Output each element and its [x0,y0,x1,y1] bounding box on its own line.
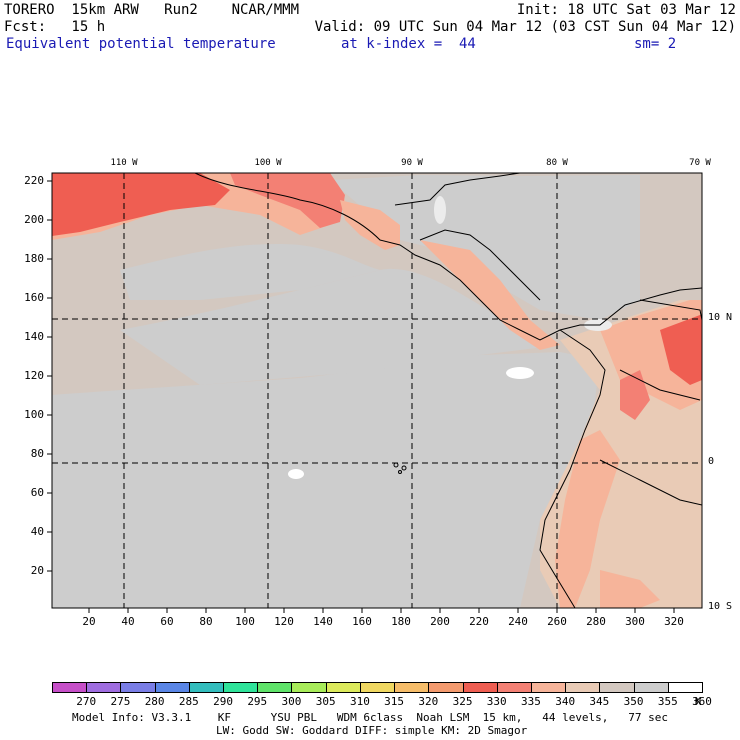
colorbar-swatch [496,682,532,693]
x-tick: 20 [82,615,96,628]
lon-label-90w: 90 W [401,158,423,168]
lon-label-100w: 100 W [254,158,282,168]
colorbar-label: 325 [452,695,473,708]
colorbar-label: 315 [384,695,405,708]
equivalent-potential-temperature-field [52,173,702,608]
colorbar-label: 280 [144,695,165,708]
x-tick: 220 [469,615,489,628]
model-title: TORERO 15km ARW Run2 NCAR/MMM [4,2,300,18]
x-tick: 240 [508,615,528,628]
x-tick: 260 [547,615,567,628]
y-tick: 160 [24,291,44,304]
colorbar-swatch [120,682,156,693]
colorbar-label: 305 [315,695,336,708]
lon-label-110w: 110 W [110,158,138,168]
colorbar-swatch [257,682,293,693]
colorbar-swatch [667,682,703,693]
x-tick: 200 [430,615,450,628]
colorbar-swatch [462,682,498,693]
x-tick: 80 [199,615,213,628]
y-tick: 180 [24,252,44,265]
y-tick: 60 [30,486,44,499]
x-tick: 320 [664,615,684,628]
x-tick: 100 [235,615,255,628]
lon-label-80w: 80 W [546,158,568,168]
y-tick: 80 [30,447,44,460]
axis-ticks [47,180,675,613]
colorbar-swatch [565,682,601,693]
colorbar-label: 300 [281,695,302,708]
colorbar-label: 320 [418,695,439,708]
y-tick: 140 [24,330,44,343]
colorbar-label: 335 [521,695,541,708]
x-tick: 120 [274,615,294,628]
colorbar-label: 285 [178,695,199,708]
colorbar-unit: K [694,695,702,708]
colorbar-label: 295 [247,695,268,708]
colorbar-label: 310 [349,695,370,708]
lat-label-10n: 10 N [708,312,733,323]
model-info: Model Info: V3.3.1 KF YSU PBL WDM 6class… [72,711,669,724]
y-tick: 20 [30,564,44,577]
colorbar-label: 355 [657,695,678,708]
x-tick: 60 [160,615,174,628]
y-tick: 200 [24,213,44,226]
colorbar-swatch [223,682,259,693]
colorbar-label: 340 [555,695,576,708]
map-frame [51,172,703,609]
x-tick: 180 [391,615,411,628]
smoothing-label: sm= 2 [634,36,677,52]
colorbar-swatch [633,682,669,693]
colorbar-label: 360 [692,695,712,708]
x-tick: 40 [121,615,135,628]
y-tick: 220 [24,174,44,187]
colorbar-swatch [530,682,567,693]
x-tick: 300 [625,615,645,628]
colorbar-label: 330 [486,695,507,708]
colorbar-swatch [291,682,327,693]
colorbar-swatch [394,682,430,693]
colorbar-swatch [359,682,396,693]
x-tick: 280 [586,615,606,628]
x-tick: 140 [313,615,333,628]
lat-label-0: 0 [708,456,715,467]
level-label: at k-index = 44 [341,36,476,52]
physics-info: LW: Godd SW: Goddard DIFF: simple KM: 2D… [216,724,528,737]
colorbar-label: 345 [589,695,610,708]
colorbar-swatch [52,682,88,693]
valid-time: Valid: 09 UTC Sun 04 Mar 12 (03 CST Sun … [314,19,736,35]
colorbar-label: 290 [213,695,233,708]
colorbar-label: 270 [76,695,97,708]
colorbar-swatch [188,682,225,693]
lon-label-70w: 70 W [689,158,711,168]
colorbar-swatch [86,682,122,693]
graticule [52,173,702,608]
y-tick: 120 [24,369,44,382]
colorbar-label: 275 [110,695,131,708]
colorbar-label: 350 [623,695,644,708]
x-tick: 160 [352,615,372,628]
y-tick: 100 [24,408,44,421]
colorbar-swatch [428,682,464,693]
field-name: Equivalent potential temperature [6,36,276,52]
y-tick: 40 [30,525,44,538]
forecast-hour: Fcst: 15 h [4,19,106,35]
colorbar-swatch [599,682,635,693]
init-time: Init: 18 UTC Sat 03 Mar 12 [516,2,736,18]
lat-label-10s: 10 S [708,601,733,612]
colorbar-swatch [325,682,361,693]
colorbar-swatch [154,682,190,693]
coastlines [194,173,702,608]
